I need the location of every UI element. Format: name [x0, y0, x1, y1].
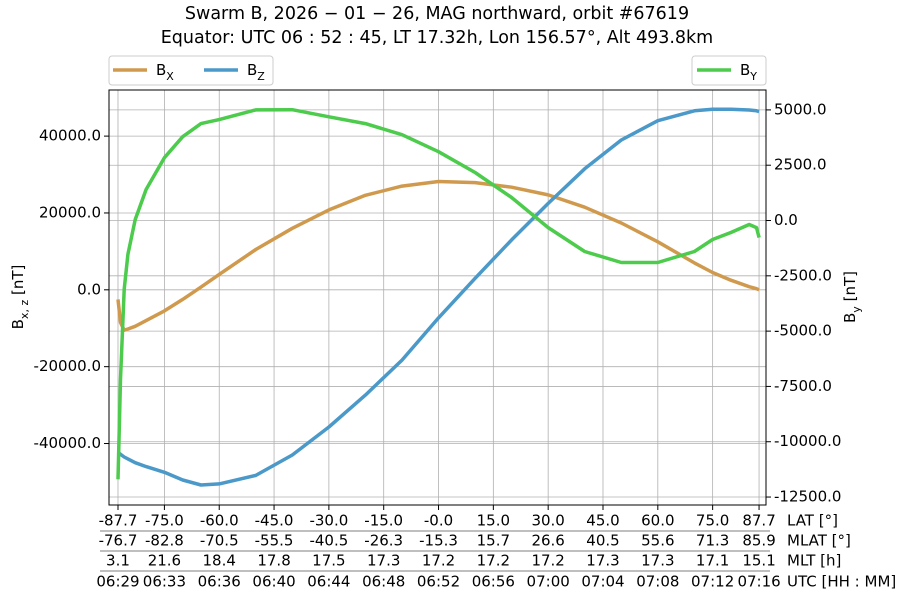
- label-base: B: [156, 61, 166, 79]
- x-tick-row-label: -40.5: [309, 532, 348, 550]
- series-line: [116, 107, 761, 480]
- x-row-name: MLAT [°]: [787, 532, 851, 550]
- x-tick-row-label: 06:48: [362, 573, 405, 591]
- y2-tick-label: -12500.0: [774, 488, 841, 506]
- x-tick-label: -75.0: [145, 512, 184, 530]
- x-tick-label: 45.0: [586, 512, 619, 530]
- series-line: [116, 179, 760, 332]
- legend-box: [108, 55, 274, 86]
- x-tick-row-label: 17.2: [422, 552, 455, 570]
- x-tick-row-label: -55.5: [255, 532, 294, 550]
- legend-label: BY: [740, 61, 757, 83]
- x-tick-label: -45.0: [255, 512, 294, 530]
- x-tick-row-label: 06:40: [252, 573, 295, 591]
- x-tick-row-label: -82.8: [145, 532, 184, 550]
- x-tick-row-label: -70.5: [200, 532, 239, 550]
- x-tick-label: 15.0: [477, 512, 510, 530]
- lines: [116, 107, 761, 487]
- x-tick-row-label: 3.1: [106, 552, 130, 570]
- y2-tick-label: -10000.0: [774, 432, 841, 450]
- y2-tick-label: -2500.0: [774, 266, 832, 284]
- x-tick-row-label: 55.6: [641, 532, 674, 550]
- x-tick-label: -15.0: [364, 512, 403, 530]
- x-tick-row-label: 40.5: [586, 532, 619, 550]
- x-tick-row-label: -26.3: [364, 532, 403, 550]
- x-tick-row-label: 15.7: [477, 532, 510, 550]
- x-tick-row-label: 17.3: [586, 552, 619, 570]
- label-subscript: y: [850, 306, 863, 313]
- x-tick-row-label: 17.3: [641, 552, 674, 570]
- x-tick-row-label: 06:36: [198, 573, 241, 591]
- x-tick-label: 75.0: [696, 512, 729, 530]
- x-tick-row-label: 07:12: [691, 573, 734, 591]
- y-axis-label: Bx, z [nT]: [9, 265, 31, 330]
- plot-frame: [108, 89, 767, 506]
- label-base: B: [740, 61, 750, 79]
- x-tick-row-label: 17.5: [312, 552, 345, 570]
- x-tick-row-label: 07:16: [737, 573, 780, 591]
- x-tick-label: 87.7: [742, 512, 775, 530]
- x-row-name: MLT [h]: [787, 552, 841, 570]
- x-tick-row-label: 06:52: [417, 573, 460, 591]
- x-tick-row-label: -15.3: [419, 532, 458, 550]
- x-tick-row-label: 07:08: [636, 573, 679, 591]
- x-tick-row-label: 06:29: [96, 573, 139, 591]
- label-base: B: [247, 61, 257, 79]
- x-tick-row-label: 17.2: [531, 552, 564, 570]
- chart-subtitle: Equator: UTC 06 : 52 : 45, LT 17.32h, Lo…: [161, 28, 713, 48]
- x-tick-row-label: -76.7: [99, 532, 138, 550]
- label-base: B: [9, 319, 27, 329]
- series-line: [116, 107, 760, 487]
- x-tick-label: 60.0: [641, 512, 674, 530]
- y2-tick-label: -5000.0: [774, 322, 832, 340]
- x-tick-row-label: 06:44: [307, 573, 350, 591]
- x-tick-label: -0.0: [424, 512, 453, 530]
- x-tick-row-label: 18.4: [203, 552, 236, 570]
- x-tick-row-label: 21.6: [148, 552, 181, 570]
- x-tick-row-label: 15.1: [742, 552, 775, 570]
- y-tick-label: 0.0: [77, 280, 101, 298]
- x-row-name: UTC [HH : MM]: [787, 573, 896, 591]
- y-tick-label: 20000.0: [39, 203, 101, 221]
- label-unit: [nT]: [9, 265, 27, 300]
- y2-tick-label: 5000.0: [774, 100, 827, 118]
- label-subscript: Y: [749, 70, 757, 83]
- x-tick-row-label: 17.3: [367, 552, 400, 570]
- label-subscript: X: [166, 70, 174, 83]
- y2-tick-label: 0.0: [774, 211, 798, 229]
- x-tick-row-label: 07:00: [527, 573, 570, 591]
- chart-title: Swarm B, 2026 − 01 − 26, MAG northward, …: [185, 4, 689, 24]
- x-tick-row-label: 17.8: [257, 552, 290, 570]
- x-tick-row-label: 17.1: [696, 552, 729, 570]
- x-tick-label: -30.0: [309, 512, 348, 530]
- x-tick-row-label: 07:04: [581, 573, 624, 591]
- legend-label: BZ: [247, 61, 265, 83]
- x-tick-row-label: 06:56: [472, 573, 515, 591]
- y2-axis-label: By [nT]: [841, 271, 863, 323]
- legend-label: BX: [156, 61, 174, 83]
- x-tick-row-label: 26.6: [531, 532, 564, 550]
- label-unit: [nT]: [841, 271, 859, 306]
- x-tick-label: -60.0: [200, 512, 239, 530]
- y-tick-label: -20000.0: [34, 357, 101, 375]
- y-tick-label: -40000.0: [34, 434, 101, 452]
- x-tick-label: -87.7: [99, 512, 138, 530]
- x-tick-row-label: 71.3: [696, 532, 729, 550]
- label-subscript: Z: [257, 70, 265, 83]
- label-subscript: x, z: [18, 300, 31, 320]
- label-base: B: [841, 313, 859, 323]
- x-tick-row-label: 17.2: [477, 552, 510, 570]
- x-tick-label: 30.0: [531, 512, 564, 530]
- x-tick-row-label: 85.9: [742, 532, 775, 550]
- y2-tick-label: -7500.0: [774, 377, 832, 395]
- y2-tick-label: 2500.0: [774, 156, 827, 174]
- y-tick-label: 40000.0: [39, 127, 101, 145]
- x-tick-row-label: 06:33: [143, 573, 186, 591]
- x-axis-label: LAT [°]: [787, 512, 838, 530]
